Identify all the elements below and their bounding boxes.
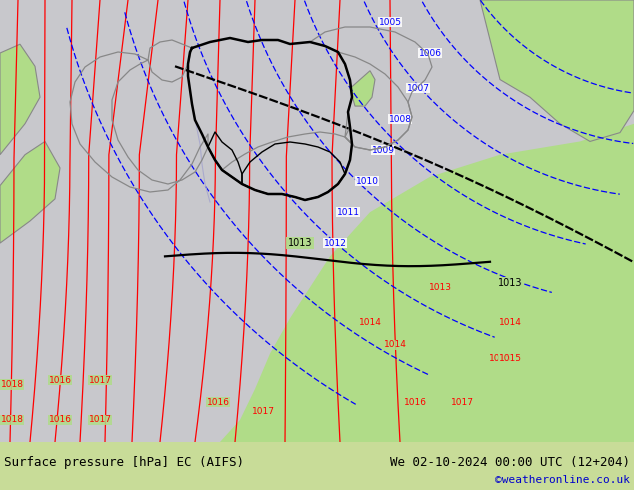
Text: 1013: 1013 xyxy=(498,278,522,288)
Text: 1014: 1014 xyxy=(359,318,382,327)
Text: 1009: 1009 xyxy=(372,146,394,155)
Text: 1011: 1011 xyxy=(337,208,359,217)
Polygon shape xyxy=(0,0,634,442)
Bar xyxy=(0,442,634,490)
Text: 1012: 1012 xyxy=(323,239,346,247)
Text: 1018: 1018 xyxy=(1,416,23,424)
Text: Surface pressure [hPa] EC (AIFS): Surface pressure [hPa] EC (AIFS) xyxy=(4,456,244,468)
Text: ©weatheronline.co.uk: ©weatheronline.co.uk xyxy=(495,475,630,485)
Text: 1016: 1016 xyxy=(403,398,427,407)
Text: 1015: 1015 xyxy=(489,353,512,363)
Polygon shape xyxy=(0,142,60,243)
Text: 1015: 1015 xyxy=(498,353,522,363)
Polygon shape xyxy=(480,0,634,142)
Text: 1017: 1017 xyxy=(252,407,275,416)
Text: 1005: 1005 xyxy=(378,18,401,26)
Text: 1007: 1007 xyxy=(406,84,429,93)
Text: 1008: 1008 xyxy=(389,115,411,124)
Text: We 02-10-2024 00:00 UTC (12+204): We 02-10-2024 00:00 UTC (12+204) xyxy=(390,456,630,468)
Polygon shape xyxy=(350,71,375,106)
Text: 1014: 1014 xyxy=(498,318,521,327)
Text: 1014: 1014 xyxy=(384,340,406,349)
Text: 1017: 1017 xyxy=(89,376,112,385)
Text: 1006: 1006 xyxy=(418,49,441,57)
Text: 1016: 1016 xyxy=(207,398,230,407)
Text: 1018: 1018 xyxy=(1,380,23,389)
Text: 1016: 1016 xyxy=(48,416,72,424)
Polygon shape xyxy=(0,44,40,155)
Text: 1017: 1017 xyxy=(451,398,474,407)
Text: 1013: 1013 xyxy=(429,283,451,292)
Text: 1016: 1016 xyxy=(48,376,72,385)
Text: 1013: 1013 xyxy=(288,238,313,248)
Text: 1010: 1010 xyxy=(356,177,378,186)
Text: 1017: 1017 xyxy=(89,416,112,424)
